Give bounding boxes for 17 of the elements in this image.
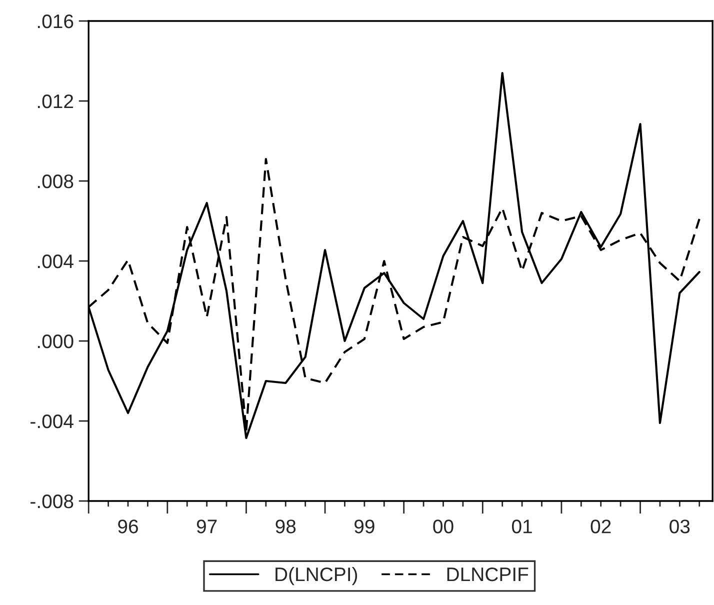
- x-tick-label: 00: [433, 520, 454, 534]
- y-tick-label: -.008: [30, 494, 74, 508]
- y-tick-label: .000: [38, 334, 74, 348]
- y-tick-label: .012: [38, 94, 74, 108]
- legend-label: DLNCPIF: [447, 567, 528, 582]
- x-tick-label: 98: [276, 520, 296, 534]
- x-tick-label: 01: [512, 520, 532, 534]
- legend-label: D(LNCPI): [276, 566, 358, 586]
- x-tick-label: 97: [196, 520, 217, 534]
- x-tick-label: 99: [354, 520, 374, 534]
- y-tick-label: .016: [38, 14, 74, 28]
- y-tick-label: .004: [38, 254, 74, 268]
- x-tick-label: 03: [670, 520, 690, 534]
- x-tick-label: 02: [590, 520, 611, 534]
- y-tick-label: -.004: [30, 414, 74, 428]
- x-tick-label: 96: [118, 520, 138, 534]
- y-tick-label: .008: [38, 174, 74, 188]
